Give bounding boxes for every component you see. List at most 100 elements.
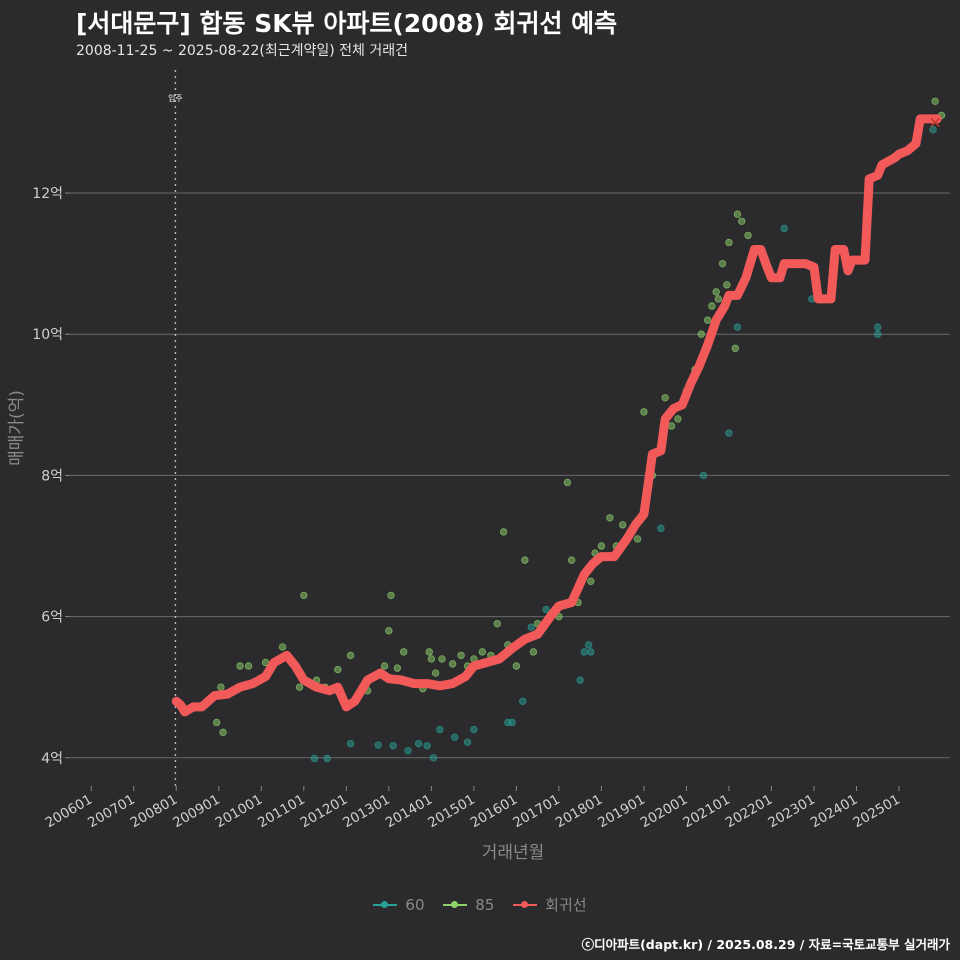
scatter-point-85 [295,683,304,691]
scatter-point-60 [584,641,593,649]
move-in-label: 입주 [168,94,183,103]
x-tick-label: 201301 [340,792,393,832]
scatter-point-85 [697,330,706,338]
scatter-point-60 [323,754,331,763]
scatter-point-60 [451,733,459,741]
scatter-point-60 [576,676,584,684]
axes: 4억 6억 8억 10억 12억 2006012007012008012009012010… [32,186,903,831]
y-tick-label: 8억 [41,468,63,484]
x-tick-label: 201601 [468,792,521,832]
x-tick-label: 201401 [383,792,436,832]
scatter-point-60 [587,648,595,656]
x-tick-label: 202401 [808,792,861,832]
footer-credit: ⓒ디아파트(dapt.kr) / 2025.08.29 / 자료=국토교통부 실… [581,937,950,952]
x-tick-label: 201701 [510,792,563,832]
scatter-point-85 [438,655,446,663]
y-tick-label: 12억 [32,186,63,202]
scatter-point-85 [744,231,752,240]
scatter-point-85 [236,662,244,670]
x-tick-label: 201501 [425,792,478,832]
scatter-point-85 [714,295,723,303]
scatter-point-60 [874,323,882,331]
scatter-point-85 [512,662,521,670]
scatter-point-85 [708,302,716,310]
scatter-point-85 [217,683,225,691]
scatter-point-60 [519,697,527,705]
x-tick-label: 201201 [298,792,351,832]
legend-label-60: 60 [405,895,425,914]
scatter-point-60 [580,648,589,656]
x-tick-label: 200801 [128,792,181,832]
trend-line [171,114,942,717]
chart-subtitle: 2008-11-25 ~ 2025-08-22(최근계약일) 전체 거래건 [76,43,408,59]
scatter-point-60 [346,739,355,748]
x-tick-label: 202001 [638,792,691,832]
scatter-point-85 [723,281,731,289]
scatter-point-60 [542,605,550,614]
x-tick-label: 202101 [680,792,733,832]
x-tick-label: 200701 [85,792,138,832]
scatter-point-85 [244,662,253,670]
legend-item-trend: 회귀선 [513,894,587,915]
scatter-point-85 [931,97,939,105]
scatter-point-60 [699,471,708,480]
scatter-point-85 [703,316,712,324]
scatter-point-85 [219,728,227,737]
scatter-point-85 [499,528,508,536]
scatter-point-60 [527,623,535,631]
scatter-point-85 [431,669,440,677]
y-tick-label: 4억 [41,751,63,767]
scatter-point-85 [448,660,457,668]
y-tick-label: 6억 [41,610,63,626]
scatter-point-85 [278,643,287,651]
scatter-point-60 [374,741,382,749]
scatter-point-60 [929,125,937,134]
x-tick-label: 200901 [170,792,223,832]
scatter-point-85 [563,478,572,487]
scatter-point-60 [780,224,788,233]
legend-key-trend-icon [513,898,538,912]
scatter-point-85 [737,217,746,225]
grid-lines: 입주 [70,70,950,786]
x-tick-label: 201901 [595,792,648,832]
scatter-point-85 [725,238,733,247]
scatter-point-85 [493,619,501,628]
scatter-point-60 [733,323,742,331]
scatter-point-85 [212,718,221,727]
legend-label-trend: 회귀선 [545,896,587,914]
scatter-point-60 [725,429,733,437]
scatter-point-85 [640,408,648,416]
scatter-point-60 [404,747,412,755]
scatter-point-85 [346,651,355,660]
x-tick-label: 201801 [553,792,606,832]
scatter-point-85 [597,542,606,550]
trend-line-path [171,114,942,717]
scatter-point-85 [478,648,487,656]
legend-label-85: 85 [475,895,495,914]
y-tick-label: 10억 [32,327,63,343]
scatter-point-60 [310,754,319,763]
scatter-point-85 [674,415,682,423]
legend-item-60: 60 [373,895,425,914]
scatter-point-85 [718,259,727,268]
y-axis-label: 매매가(억) [7,390,27,466]
scatter-point-85 [521,556,529,564]
scatter-point-85 [712,288,720,296]
chart-title: [서대문구] 합동 SK뷰 아파트(2008) 회귀선 예측 [76,9,618,38]
scatter-point-85 [425,648,433,656]
x-tick-label: 201101 [255,792,308,832]
scatter-point-60 [429,754,438,762]
scatter-point-60 [423,742,431,750]
scatter-point-85 [261,658,270,667]
scatter-point-85 [380,662,389,670]
scatter-point-60 [470,725,478,734]
x-tick-label: 202301 [765,792,818,832]
scatter-point-85 [334,665,342,674]
scatter-point-85 [618,521,627,529]
scatter-point-60 [436,725,444,734]
scatter-point-85 [606,514,614,522]
scatter-points [212,97,946,763]
legend-item-85: 85 [443,896,494,914]
scatter-point-85 [633,535,642,543]
